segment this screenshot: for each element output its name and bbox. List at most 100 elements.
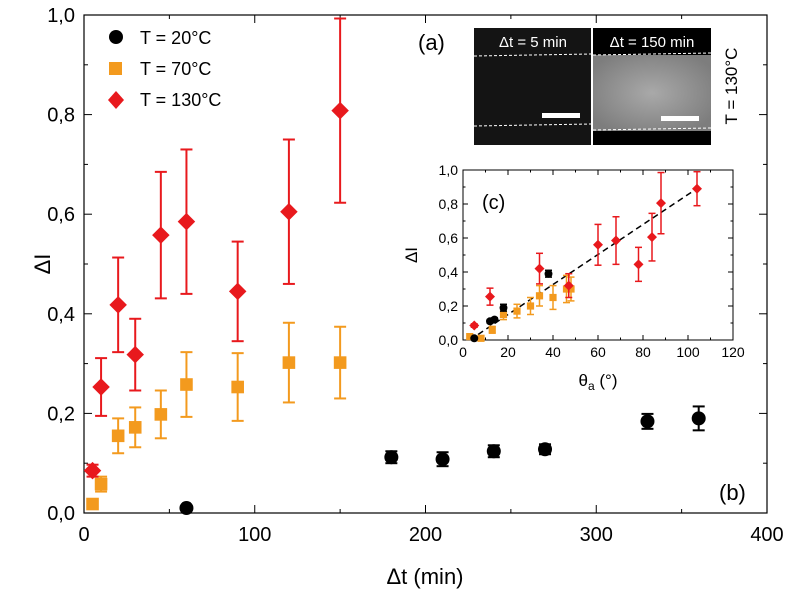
main-point-square [86,497,99,511]
scale-bar-before [542,113,580,118]
main-point-diamond [126,345,144,364]
photo-before-bottom-edge [473,123,592,127]
main-point-circle [538,442,553,457]
main-x-axis-label: Δt (min) [386,564,463,589]
inset-point-circle [544,269,553,278]
inset-y-tick-label: 1,0 [439,162,459,178]
main-point-diamond [83,461,102,480]
inset-point-diamond [633,259,644,270]
inset-y-axis-label: ΔI [402,247,421,263]
main-point-square [333,356,347,369]
inset-point-square [526,302,535,310]
inset-point-square [535,292,544,300]
main-x-tick-label: 400 [750,524,783,546]
inset-point-diamond [692,183,702,194]
main-y-tick-label: 0,8 [47,105,75,127]
main-x-tick-label: 100 [238,524,271,546]
main-point-circle [384,450,399,465]
legend: T = 20°C T = 70°C T = 130°C [108,28,221,110]
main-y-tick-label: 0,4 [47,304,75,326]
inset-x-tick-label: 60 [590,344,606,360]
inset-data-points [466,170,702,343]
inset-x-tick-label: 40 [545,344,561,360]
inset-x-axis-label-unit: (°) [595,371,618,390]
legend-marker-t130 [108,91,124,109]
main-point-square [111,429,125,443]
inset-fit-line [469,186,700,341]
inset-y-tick-label: 0,6 [439,230,459,246]
inset-point-square [513,307,521,315]
main-point-square [154,408,168,421]
panel-label-c: (c) [482,192,505,214]
photo-before-top-edge [473,53,592,57]
inset-x-axis-label-sub: a [588,379,595,393]
inset-x-axis-label-main: θ [579,371,588,390]
main-point-circle [486,444,501,459]
photo-after-label: Δt = 150 min [610,34,695,51]
main-point-square [180,378,193,391]
main-y-axis-label: ΔI [30,254,55,275]
inset-point-circle [490,315,499,324]
inset-y-tick-label: 0,4 [439,264,459,280]
main-point-diamond [177,212,196,231]
inset-point-square [562,285,571,293]
inset-point-diamond [563,280,574,291]
inset-point-diamond [647,232,657,243]
main-point-circle [435,452,450,467]
main-point-square [94,477,108,491]
main-x-tick-label: 200 [409,524,442,546]
inset-point-circle [499,303,508,312]
main-point-diamond [152,226,170,244]
main-y-tick-label: 1,0 [47,5,75,27]
inset-axes-ticks: 0 20 40 60 80 100 120 0,0 0,2 0,4 0,6 0,8 1,0 [439,162,745,360]
main-point-circle [640,414,655,429]
panel-label-a: (a) [418,30,445,55]
inset-x-tick-label: 120 [721,344,745,360]
inset-x-tick-label: 80 [635,344,651,360]
legend-label-t130: T = 130°C [140,90,221,110]
inset-point-square [499,310,508,319]
inset-point-circle [470,334,479,343]
inset-x-tick-label: 0 [459,344,467,360]
main-point-circle [179,501,194,516]
scale-bar-after [661,116,699,121]
inset-x-tick-label: 20 [500,344,516,360]
main-data-points [83,17,706,516]
photo-before [474,28,591,145]
inset-photos: (a) Δt = 5 min Δt = 150 min T = 130°C [418,28,741,145]
main-point-diamond [280,202,298,221]
inset-y-tick-label: 0,0 [439,332,459,348]
legend-label-t20: T = 20°C [140,28,211,48]
main-point-diamond [228,282,247,301]
inset-x-axis-label: θa (°) [579,371,618,393]
legend-label-t70: T = 70°C [140,59,211,79]
inset-plot-c: 0 20 40 60 80 100 120 0,0 0,2 0,4 0,6 0,8 1,0 (c) ΔI… [402,162,745,393]
panel-label-b: (b) [719,480,746,505]
main-point-circle [691,411,706,426]
photo-divider [591,28,593,145]
inset-point-square [466,333,474,341]
inset-point-diamond [469,320,480,331]
inset-point-square [477,334,485,342]
inset-point-square [488,326,496,334]
inset-point-diamond [485,291,495,302]
main-point-square [282,356,296,369]
inset-point-diamond [656,198,666,209]
main-y-tick-label: 0,6 [47,204,75,226]
inset-y-tick-label: 0,8 [439,196,459,212]
main-point-diamond [109,296,127,314]
inset-x-tick-label: 100 [676,344,700,360]
main-x-tick-label: 0 [78,524,89,546]
main-point-diamond [92,378,110,396]
inset-point-square [549,293,557,302]
inset-y-tick-label: 0,2 [439,298,459,314]
photo-before-label: Δt = 5 min [499,34,567,51]
inset-point-diamond [593,239,603,250]
main-y-tick-label: 0,0 [47,503,75,525]
legend-marker-t70 [109,62,122,75]
main-point-square [231,380,244,394]
main-point-square [128,421,142,434]
